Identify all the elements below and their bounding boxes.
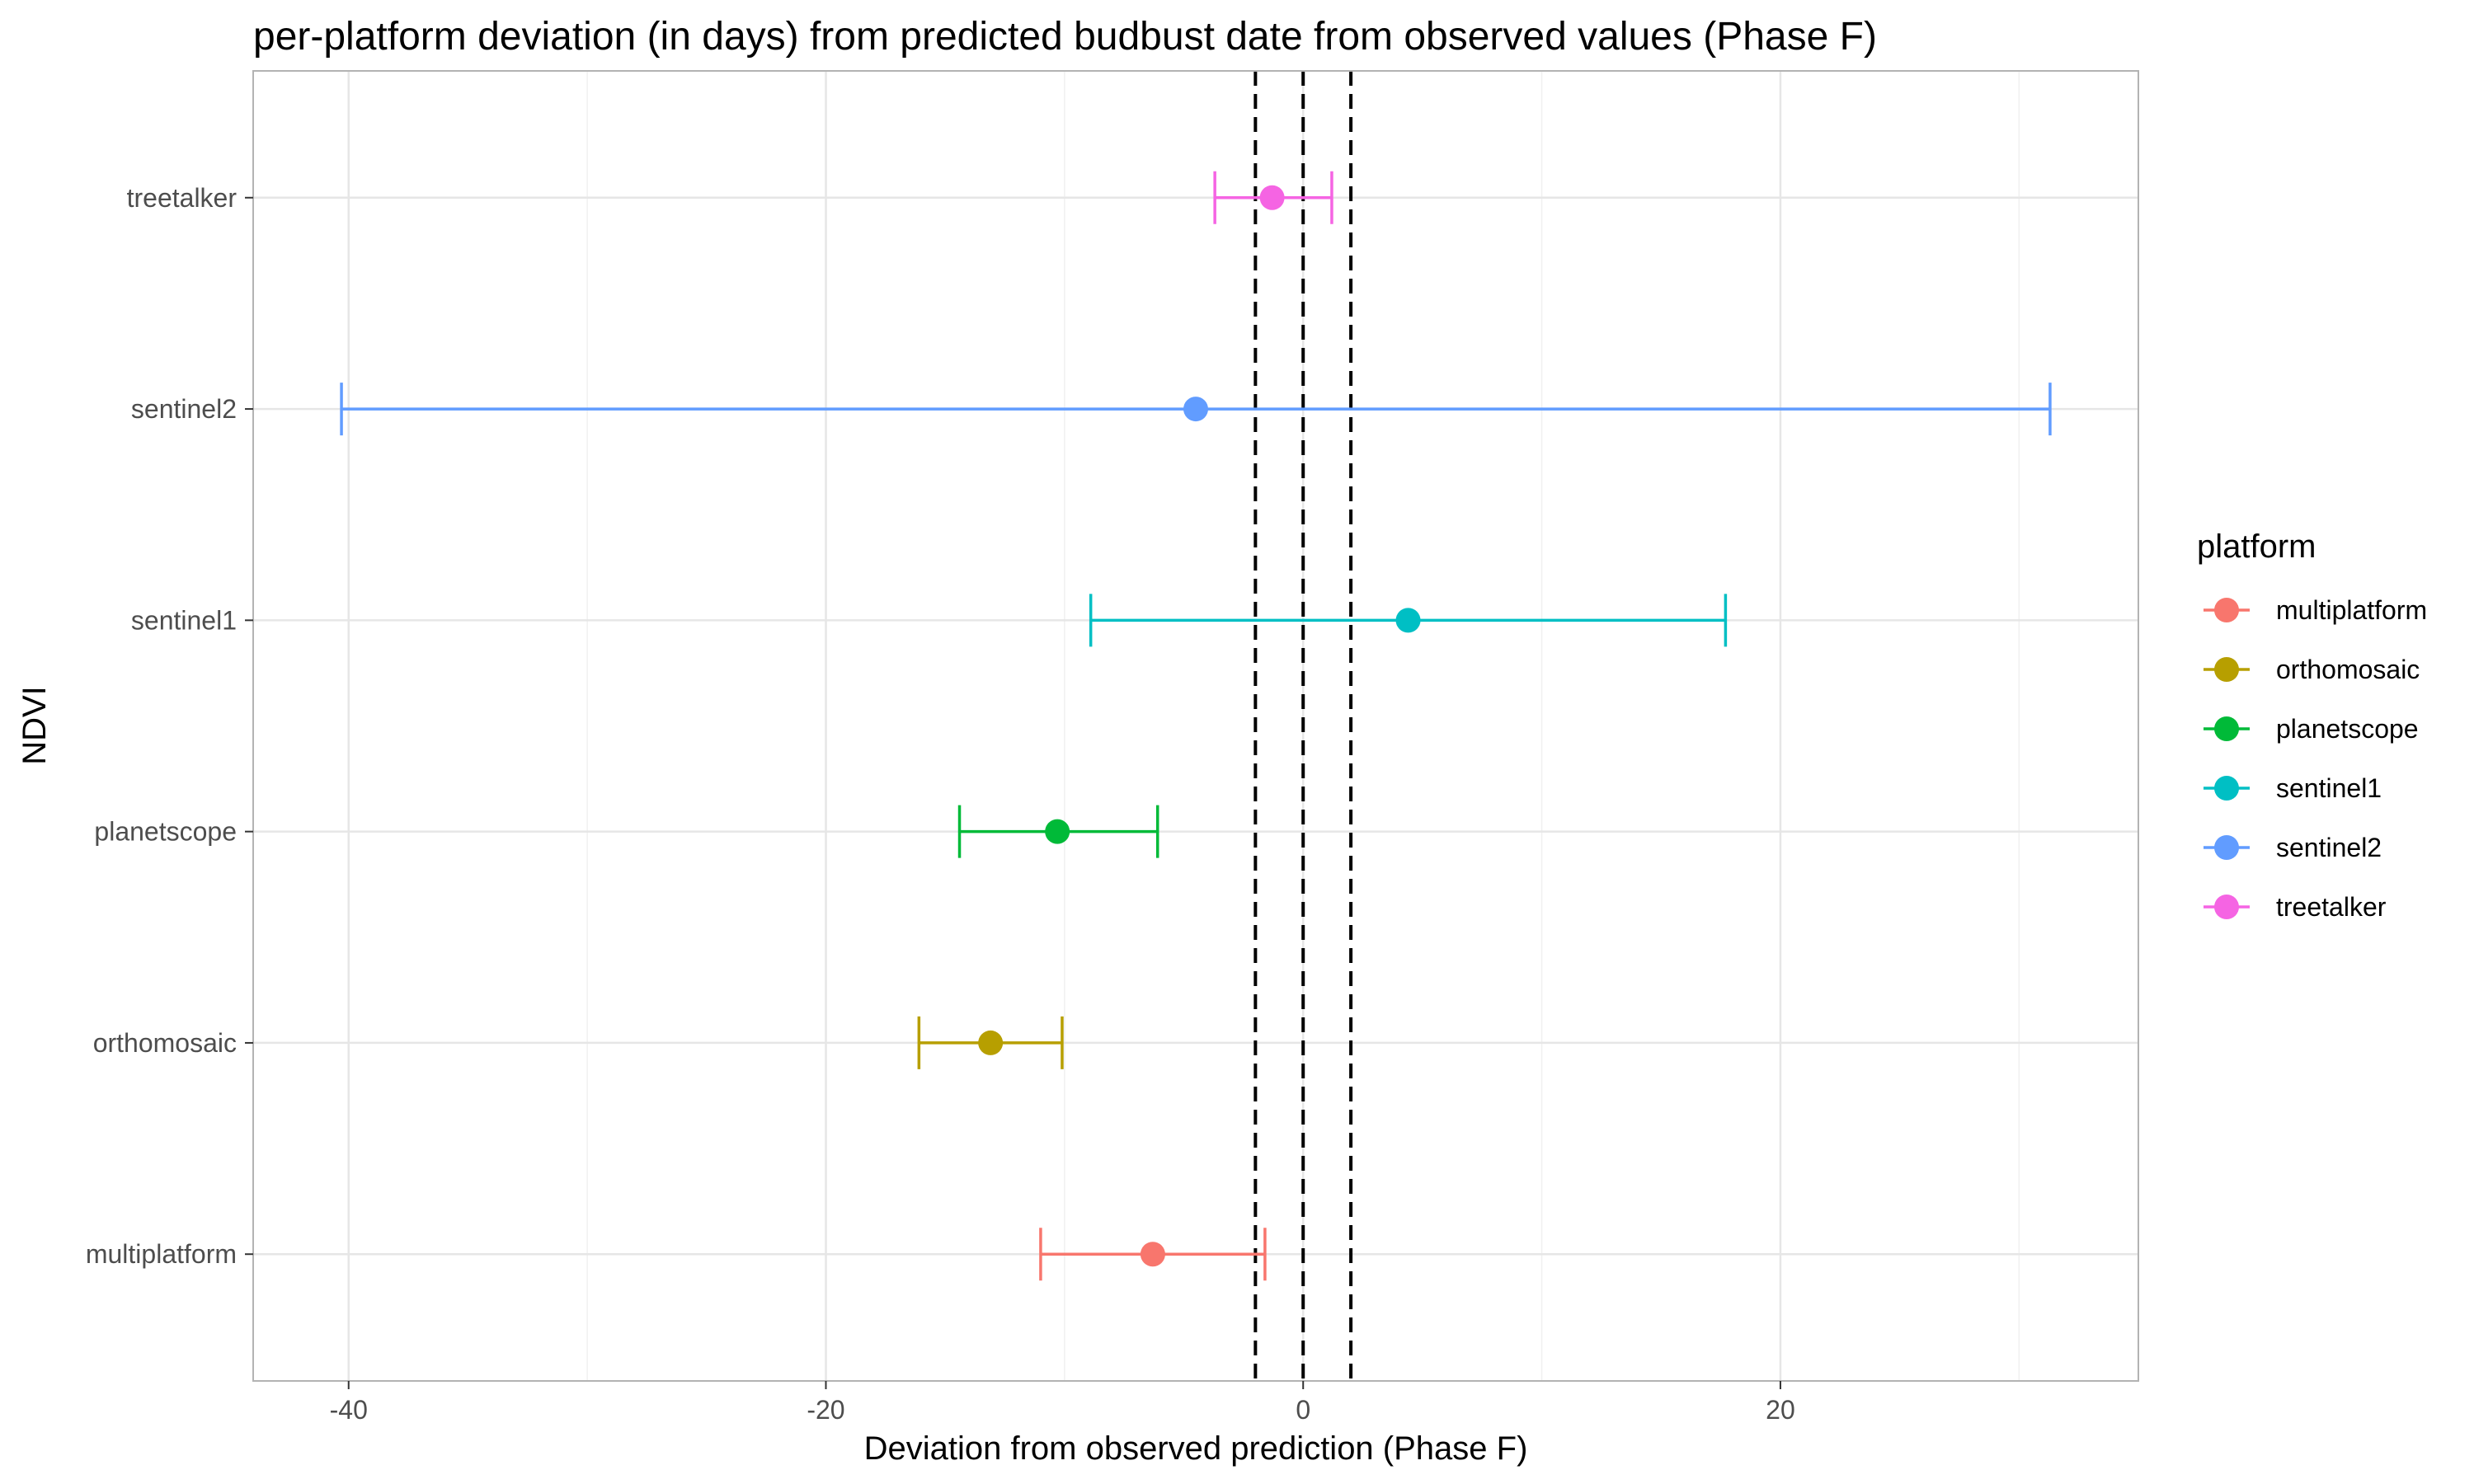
series-multiplatform (1039, 1228, 1267, 1281)
y-axis-title: NDVI (16, 686, 53, 765)
y-tick-label: sentinel2 (131, 394, 237, 424)
legend-key-point (2214, 776, 2239, 801)
legend-key-point (2214, 716, 2239, 741)
legend-item-sentinel1: sentinel1 (2204, 773, 2382, 803)
series-orthomosaic (917, 1016, 1064, 1069)
panel-border (252, 70, 2139, 1382)
legend-label: planetscope (2276, 714, 2419, 744)
grid (253, 71, 2138, 1381)
chart-title: per-platform deviation (in days) from pr… (253, 15, 1877, 59)
series-treetalker (1213, 171, 1333, 224)
y-axis: multiplatform orthomosaic planetscope senti… (86, 183, 253, 1269)
y-tick-label: treetalker (127, 183, 238, 213)
x-tick-label: -20 (807, 1395, 844, 1425)
legend: platform multiplatform orthomosaic planets… (2197, 528, 2427, 922)
point-orthomosaic (978, 1030, 1004, 1055)
legend-item-planetscope: planetscope (2204, 714, 2419, 744)
y-tick-label: orthomosaic (93, 1028, 237, 1058)
series-sentinel1 (1089, 594, 1728, 647)
x-tick-label: -40 (330, 1395, 368, 1425)
point-planetscope (1045, 819, 1070, 844)
legend-item-sentinel2: sentinel2 (2204, 833, 2382, 862)
legend-title: platform (2197, 528, 2316, 565)
reference-lines (1253, 71, 1353, 1381)
series-planetscope (957, 805, 1159, 858)
legend-key-point (2214, 657, 2239, 682)
legend-label: sentinel2 (2276, 833, 2382, 862)
legend-item-treetalker: treetalker (2204, 892, 2387, 922)
x-tick-label: 20 (1766, 1395, 1795, 1425)
x-axis-title: Deviation from observed prediction (Phas… (864, 1430, 1528, 1467)
point-sentinel1 (1395, 608, 1421, 633)
legend-item-orthomosaic: orthomosaic (2204, 655, 2420, 684)
legend-label: multiplatform (2276, 595, 2427, 625)
series-sentinel2 (340, 383, 2052, 436)
x-tick-label: 0 (1296, 1395, 1310, 1425)
legend-key-point (2214, 895, 2239, 919)
legend-label: sentinel1 (2276, 773, 2382, 803)
x-axis: -40 -20 0 20 (330, 1381, 1795, 1425)
data-marks (340, 171, 2052, 1281)
point-treetalker (1259, 185, 1285, 210)
legend-item-multiplatform: multiplatform (2204, 595, 2427, 625)
y-tick-label: multiplatform (86, 1239, 237, 1269)
point-sentinel2 (1183, 397, 1208, 422)
legend-key-point (2214, 835, 2239, 860)
y-tick-label: sentinel1 (131, 605, 237, 635)
legend-key-point (2214, 598, 2239, 622)
legend-label: treetalker (2276, 892, 2387, 922)
y-tick-label: planetscope (94, 817, 237, 847)
legend-label: orthomosaic (2276, 655, 2420, 684)
point-multiplatform (1140, 1242, 1165, 1267)
